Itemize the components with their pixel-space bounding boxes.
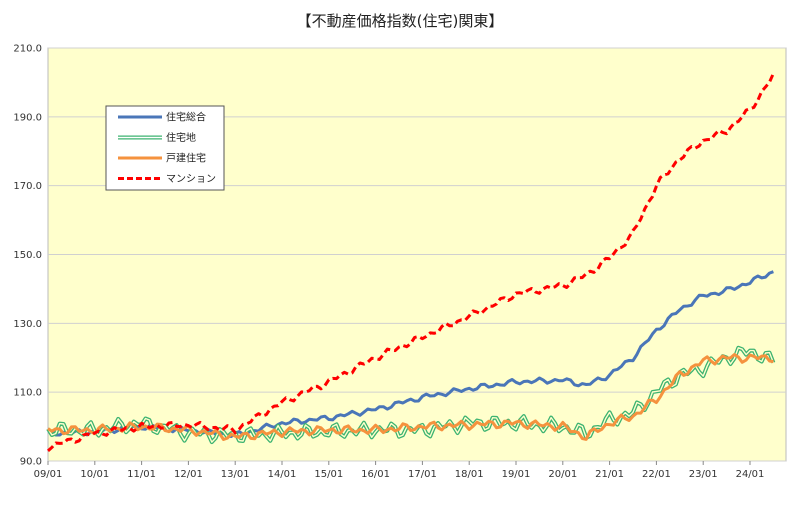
x-tick-label: 18/01 <box>455 469 484 480</box>
x-tick-label: 22/01 <box>642 469 671 480</box>
x-tick-label: 13/01 <box>221 469 250 480</box>
x-tick-label: 21/01 <box>595 469 624 480</box>
y-tick-label: 150.0 <box>13 250 42 261</box>
x-tick-label: 15/01 <box>314 469 343 480</box>
legend-box <box>105 105 225 191</box>
x-tick-label: 11/01 <box>127 469 156 480</box>
x-axis: 09/01 10/01 11/01 12/01 13/01 14/01 15/01 16/01… <box>34 461 765 480</box>
legend-label: 住宅総合 <box>166 111 206 124</box>
x-tick-label: 14/01 <box>268 469 297 480</box>
legend-label: 戸建住宅 <box>166 152 206 165</box>
x-tick-label: 12/01 <box>174 469 203 480</box>
x-tick-label: 24/01 <box>736 469 765 480</box>
x-tick-label: 10/01 <box>80 469 109 480</box>
series-line-4 <box>46 72 775 453</box>
series-line-3 <box>47 353 774 441</box>
y-tick-label: 170.0 <box>13 181 42 192</box>
y-tick-label: 190.0 <box>13 112 42 123</box>
legend-label: マンション <box>166 174 216 185</box>
legend-label: 住宅地 <box>166 131 196 144</box>
y-axis: 90.0 110.0 130.0 150.0 170.0 190.0 210.0 <box>13 44 42 468</box>
x-tick-label: 20/01 <box>548 469 577 480</box>
x-tick-label: 16/01 <box>361 469 390 480</box>
x-tick-label: 23/01 <box>689 469 718 480</box>
y-tick-label: 210.0 <box>13 44 42 55</box>
y-tick-label: 130.0 <box>13 319 42 330</box>
x-tick-label: 09/01 <box>34 469 63 480</box>
x-tick-label: 19/01 <box>502 469 531 480</box>
y-tick-label: 110.0 <box>13 388 42 399</box>
chart-title: 【不動産価格指数(住宅)関東】 <box>297 12 504 30</box>
x-tick-label: 17/01 <box>408 469 437 480</box>
series-layer <box>46 72 776 453</box>
y-tick-label: 90.0 <box>20 457 42 468</box>
